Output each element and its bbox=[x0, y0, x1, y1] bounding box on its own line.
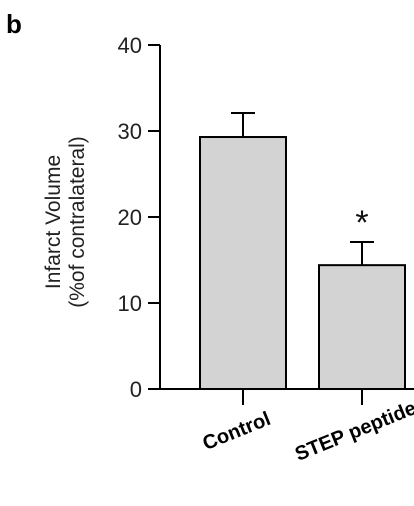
x-axis-categories: Control STEP peptide bbox=[200, 397, 414, 466]
y-tick-label: 30 bbox=[118, 119, 142, 144]
y-axis-label-line2: (%of contralateral) bbox=[66, 136, 89, 308]
bars: * bbox=[199, 111, 406, 405]
panel-label: b bbox=[6, 9, 22, 39]
bar-step-peptide bbox=[318, 264, 406, 390]
y-axis-label-line1: Infarct Volume bbox=[42, 155, 65, 289]
y-tick-label: 20 bbox=[118, 205, 142, 230]
x-category-label: STEP peptide bbox=[292, 397, 414, 466]
x-category-label: Control bbox=[200, 408, 274, 455]
y-tick-label: 40 bbox=[118, 33, 142, 58]
y-axis-label: Infarct Volume (%of contralateral) bbox=[42, 136, 89, 308]
y-axis-ticks: 0 10 20 30 40 bbox=[118, 33, 160, 402]
bar-control bbox=[199, 136, 287, 390]
y-tick-label: 0 bbox=[130, 377, 142, 402]
significance-asterisk: * bbox=[355, 204, 368, 242]
y-tick-label: 10 bbox=[118, 291, 142, 316]
